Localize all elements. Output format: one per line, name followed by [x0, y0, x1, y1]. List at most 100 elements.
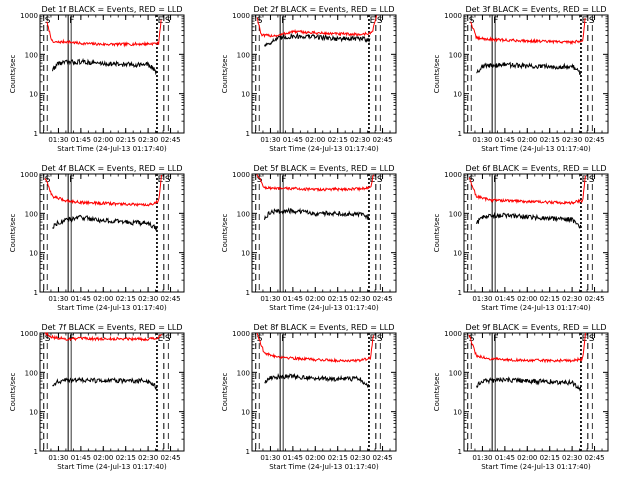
event-marker-label: F [69, 16, 74, 26]
x-tick-label: 01:30 [472, 295, 492, 303]
y-tick-label: 1 [458, 289, 462, 297]
x-axis-label: Start Time (24-Jul-13 01:17:40) [57, 463, 167, 471]
plot-frame [463, 14, 609, 134]
event-marker-label: S [257, 16, 263, 26]
x-tick-label: 02:00 [305, 454, 325, 462]
y-tick-label: 1 [246, 130, 250, 138]
x-tick-label: 01:45 [495, 136, 515, 144]
x-tick-label: 01:45 [71, 136, 91, 144]
x-tick-label: 02:15 [328, 454, 348, 462]
events-series-line [264, 32, 371, 47]
y-tick-label: 100 [449, 369, 462, 377]
x-tick-label: 02:15 [328, 136, 348, 144]
y-tick-label: 100 [237, 210, 250, 218]
x-tick-label: 02:30 [138, 454, 158, 462]
lld-series-line [44, 174, 162, 207]
x-tick-label: 02:45 [372, 295, 392, 303]
x-tick-label: 02:15 [540, 295, 560, 303]
y-tick-label: 100 [449, 210, 462, 218]
y-tick-label: 1000 [20, 12, 38, 20]
x-tick-label: 02:45 [584, 295, 604, 303]
event-marker-label: S [589, 175, 595, 185]
y-axis-label: Counts/sec [9, 55, 17, 94]
y-axis-label: Counts/sec [433, 214, 441, 253]
event-marker-label: E [370, 16, 376, 26]
y-tick-label: 100 [25, 369, 38, 377]
y-tick-label: 10 [241, 409, 250, 417]
y-tick-label: 100 [237, 369, 250, 377]
y-tick-label: 10 [453, 91, 462, 99]
y-tick-label: 1000 [20, 330, 38, 338]
event-marker-label: S [165, 16, 171, 26]
x-tick-label: 02:00 [517, 295, 537, 303]
y-tick-label: 1000 [232, 12, 250, 20]
event-marker-label: F [281, 334, 286, 344]
x-tick-label: 02:15 [328, 295, 348, 303]
events-series-line [264, 372, 370, 389]
y-axis-label: Counts/sec [9, 373, 17, 412]
x-tick-label: 02:15 [540, 454, 560, 462]
x-tick-label: 01:30 [260, 136, 280, 144]
x-axis-label: Start Time (24-Jul-13 01:17:40) [57, 304, 167, 312]
y-tick-label: 1 [34, 130, 38, 138]
y-tick-label: 1000 [232, 330, 250, 338]
y-tick-label: 1 [34, 289, 38, 297]
x-axis-label: Start Time (24-Jul-13 01:17:40) [269, 463, 379, 471]
x-tick-label: 01:45 [495, 454, 515, 462]
x-tick-label: 02:00 [93, 295, 113, 303]
panel-title: Det 4f BLACK = Events, RED = LLD [41, 164, 182, 173]
detector-panel: Det 6f BLACK = Events, RED = LLD 1 10 100 10… [433, 164, 609, 312]
panel-title: Det 2f BLACK = Events, RED = LLD [253, 5, 394, 14]
x-tick-label: 02:15 [116, 136, 136, 144]
event-marker-label: F [493, 16, 498, 26]
panel-title: Det 7f BLACK = Events, RED = LLD [41, 323, 182, 332]
x-tick-label: 02:45 [160, 136, 180, 144]
x-tick-label: 02:30 [350, 454, 370, 462]
events-series-line [264, 207, 370, 221]
x-tick-label: 01:30 [260, 295, 280, 303]
y-axis-label: Counts/sec [221, 373, 229, 412]
detector-panel: Det 2f BLACK = Events, RED = LLD 1 10 100 10… [221, 5, 397, 153]
y-tick-label: 10 [29, 91, 38, 99]
events-series-line [52, 57, 158, 76]
lld-series-line [468, 332, 586, 364]
event-marker-label: S [257, 334, 263, 344]
panel-title: Det 6f BLACK = Events, RED = LLD [465, 164, 606, 173]
x-tick-label: 01:45 [283, 136, 303, 144]
event-marker-label: F [69, 175, 74, 185]
x-axis-label: Start Time (24-Jul-13 01:17:40) [481, 463, 591, 471]
event-marker-label: S [377, 334, 383, 344]
y-tick-label: 1000 [444, 330, 462, 338]
x-tick-label: 02:30 [138, 295, 158, 303]
x-tick-label: 02:45 [584, 136, 604, 144]
y-tick-label: 1 [246, 289, 250, 297]
x-tick-label: 02:30 [562, 295, 582, 303]
event-marker-label: S [165, 334, 171, 344]
lld-series-line [44, 331, 162, 342]
events-series-line [52, 376, 158, 391]
x-tick-label: 02:30 [350, 136, 370, 144]
x-tick-label: 01:30 [48, 295, 68, 303]
events-series-line [476, 376, 582, 392]
lld-series-line [470, 18, 586, 46]
plot-frame [251, 14, 397, 134]
x-tick-label: 01:30 [48, 136, 68, 144]
y-tick-label: 1000 [232, 171, 250, 179]
plot-frame [39, 173, 185, 293]
x-tick-label: 01:45 [283, 454, 303, 462]
event-marker-label: S [45, 16, 51, 26]
x-tick-label: 02:30 [138, 136, 158, 144]
x-axis-label: Start Time (24-Jul-13 01:17:40) [481, 145, 591, 153]
plot-frame [39, 332, 185, 452]
y-tick-label: 10 [29, 409, 38, 417]
event-marker-label: S [377, 175, 383, 185]
x-tick-label: 02:00 [93, 454, 113, 462]
y-tick-label: 10 [241, 250, 250, 258]
y-tick-label: 10 [453, 409, 462, 417]
y-tick-label: 10 [29, 250, 38, 258]
x-tick-label: 01:45 [283, 295, 303, 303]
y-axis-label: Counts/sec [433, 55, 441, 94]
event-marker-label: S [377, 16, 383, 26]
x-tick-label: 02:00 [517, 454, 537, 462]
